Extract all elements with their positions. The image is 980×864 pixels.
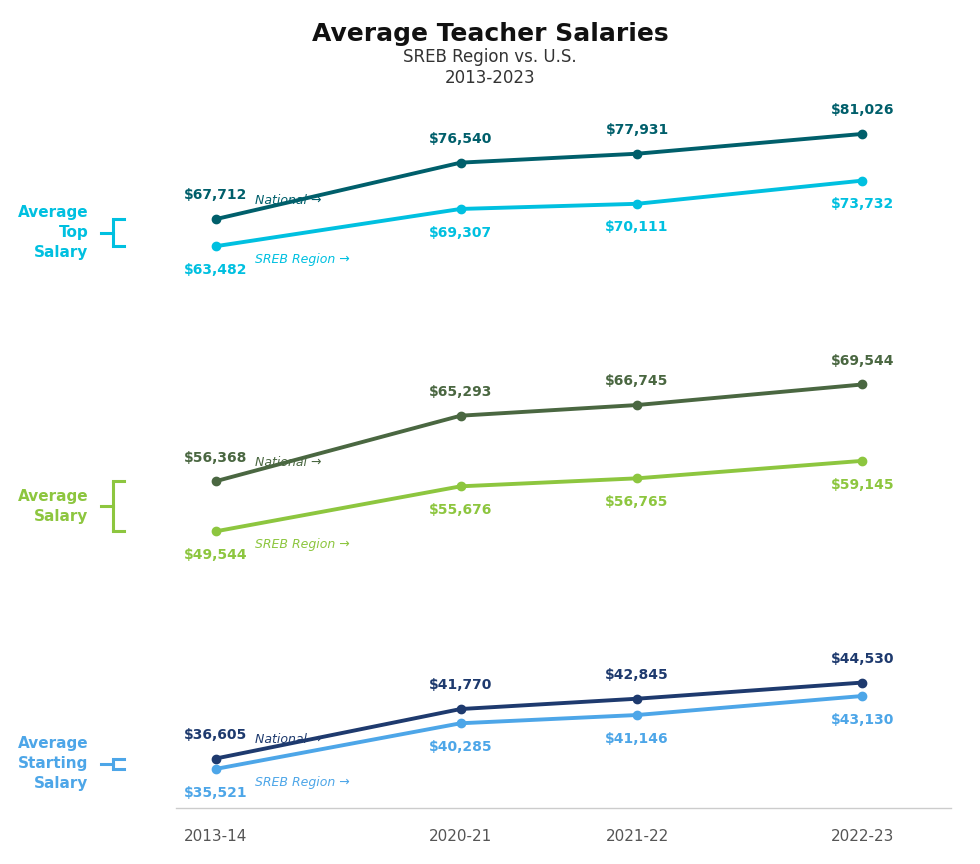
Text: National →: National → <box>255 194 321 207</box>
Text: $67,712: $67,712 <box>184 188 247 202</box>
Text: $41,146: $41,146 <box>606 732 668 746</box>
Text: $70,111: $70,111 <box>606 220 668 234</box>
Text: $81,026: $81,026 <box>831 104 894 118</box>
Text: Average
Starting
Salary: Average Starting Salary <box>18 736 88 791</box>
Text: $73,732: $73,732 <box>831 197 894 212</box>
Text: $40,285: $40,285 <box>429 740 492 754</box>
Text: National →: National → <box>255 456 321 469</box>
Text: 2013-14: 2013-14 <box>184 829 247 844</box>
Text: SREB Region →: SREB Region → <box>255 776 350 789</box>
Text: SREB Region vs. U.S.: SREB Region vs. U.S. <box>403 48 577 66</box>
Text: Average
Salary: Average Salary <box>18 489 88 524</box>
Text: 2020-21: 2020-21 <box>429 829 492 844</box>
Text: National →: National → <box>255 734 321 746</box>
Text: SREB Region →: SREB Region → <box>255 538 350 551</box>
Text: $69,307: $69,307 <box>429 226 492 239</box>
Text: $55,676: $55,676 <box>429 503 492 517</box>
Text: $56,765: $56,765 <box>606 495 668 509</box>
Text: SREB Region →: SREB Region → <box>255 253 350 266</box>
Text: $49,544: $49,544 <box>184 548 247 562</box>
Text: $69,544: $69,544 <box>831 354 894 368</box>
Text: 2013-2023: 2013-2023 <box>445 69 535 87</box>
Text: Average
Top
Salary: Average Top Salary <box>18 206 88 260</box>
Text: $36,605: $36,605 <box>184 727 247 742</box>
Text: $35,521: $35,521 <box>184 785 247 799</box>
Text: $77,931: $77,931 <box>606 123 668 137</box>
Text: $63,482: $63,482 <box>184 263 247 276</box>
Text: $44,530: $44,530 <box>831 652 894 666</box>
Text: $41,770: $41,770 <box>429 678 492 692</box>
Text: $66,745: $66,745 <box>606 374 668 389</box>
Text: Average Teacher Salaries: Average Teacher Salaries <box>312 22 668 46</box>
Text: 2022-23: 2022-23 <box>831 829 894 844</box>
Text: $76,540: $76,540 <box>429 132 492 146</box>
Text: $56,368: $56,368 <box>184 451 247 465</box>
Text: $43,130: $43,130 <box>831 713 894 727</box>
Text: 2021-22: 2021-22 <box>606 829 668 844</box>
Text: $59,145: $59,145 <box>831 478 894 492</box>
Text: $65,293: $65,293 <box>429 385 492 399</box>
Text: $42,845: $42,845 <box>605 668 669 682</box>
